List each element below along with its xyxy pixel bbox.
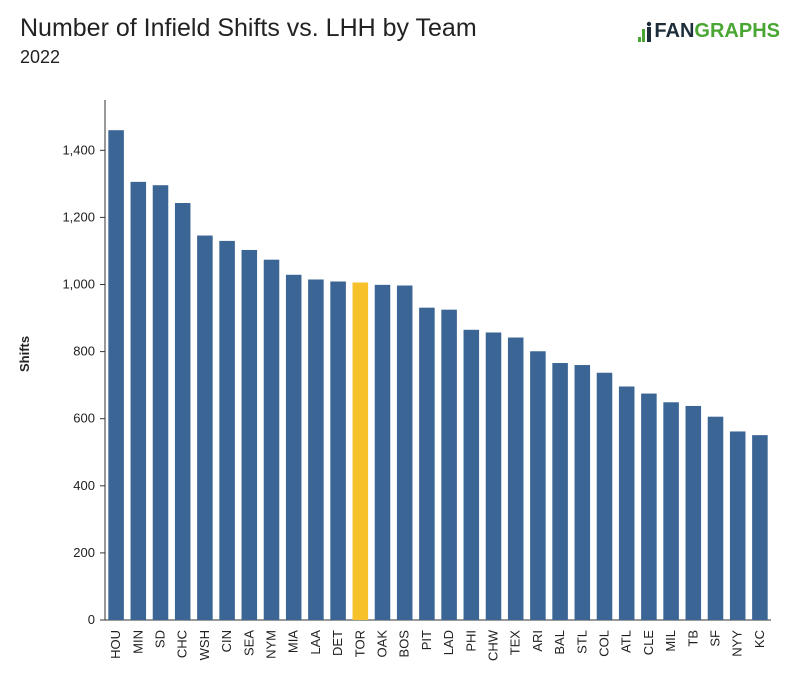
x-tick-label: ARI <box>530 630 545 652</box>
x-tick-label: PHI <box>463 630 478 652</box>
y-tick-label: 1,400 <box>62 142 95 157</box>
bar-tb <box>685 405 702 620</box>
bar-det <box>330 281 346 620</box>
bar-nym <box>263 259 280 620</box>
bar-mil <box>663 402 679 620</box>
x-tick-label: SEA <box>241 630 256 656</box>
x-tick-label: HOU <box>108 630 123 659</box>
bar-tex <box>507 337 524 620</box>
bar-min <box>130 181 147 620</box>
bar-cle <box>641 393 657 620</box>
x-tick-label: SD <box>153 630 168 648</box>
x-tick-label: BAL <box>552 630 567 655</box>
bar-chc <box>174 202 191 621</box>
y-tick-label: 400 <box>73 478 95 493</box>
bar-laa <box>308 279 324 620</box>
bar-phi <box>463 329 480 620</box>
bar-pit <box>419 307 435 620</box>
x-tick-label: TB <box>685 630 700 647</box>
bar-mia <box>285 274 302 620</box>
x-tick-label: MIN <box>130 630 145 654</box>
x-tick-label: CHW <box>486 629 501 661</box>
x-tick-label: TOR <box>352 630 367 657</box>
bar-sd <box>152 185 169 621</box>
y-tick-label: 0 <box>88 612 95 627</box>
x-tick-label: CHC <box>175 630 190 658</box>
x-tick-label: OAK <box>375 630 390 658</box>
x-tick-label: MIA <box>286 630 301 653</box>
x-tick-label: MIL <box>663 630 678 652</box>
y-tick-label: 800 <box>73 344 95 359</box>
y-tick-label: 1,000 <box>62 277 95 292</box>
bar-bal <box>552 363 568 620</box>
bar-wsh <box>197 235 213 621</box>
x-tick-label: PIT <box>419 630 434 650</box>
x-tick-label: BOS <box>397 630 412 658</box>
x-tick-label: LAA <box>308 630 323 655</box>
bar-kc <box>752 435 768 620</box>
bar-stl <box>574 365 591 620</box>
bar-sea <box>241 249 258 620</box>
bar-col <box>596 372 613 620</box>
bar-cin <box>219 240 235 620</box>
y-tick-label: 1,200 <box>62 209 95 224</box>
x-tick-label: ATL <box>619 630 634 653</box>
bar-ari <box>530 351 546 620</box>
logo-text-fan: FAN <box>654 20 695 42</box>
bar-lad <box>441 309 457 620</box>
y-tick-label: 600 <box>73 411 95 426</box>
bar-nyy <box>729 431 746 620</box>
bar-sf <box>707 416 724 620</box>
x-tick-label: CLE <box>641 630 656 656</box>
x-tick-label: DET <box>330 630 345 656</box>
x-tick-label: NYM <box>264 630 279 659</box>
bar-atl <box>618 386 635 620</box>
x-tick-label: SF <box>708 630 723 647</box>
x-tick-label: COL <box>597 630 612 657</box>
fangraphs-logo-icon <box>638 21 652 42</box>
fangraphs-logo: FAN GRAPHS <box>638 20 780 43</box>
x-tick-label: CIN <box>219 630 234 652</box>
y-tick-label: 200 <box>73 545 95 560</box>
x-tick-label: LAD <box>441 630 456 655</box>
bar-oak <box>374 284 391 620</box>
chart-subtitle: 2022 <box>20 47 61 67</box>
bar-tor <box>352 282 369 620</box>
x-tick-label: NYY <box>730 630 745 657</box>
logo-text-graphs: GRAPHS <box>694 20 780 42</box>
x-tick-label: STL <box>574 630 589 654</box>
bar-hou <box>108 130 124 620</box>
x-tick-label: WSH <box>197 630 212 660</box>
bar-chw <box>485 332 502 620</box>
bar-bos <box>396 285 413 620</box>
x-tick-label: KC <box>752 630 767 648</box>
x-tick-label: TEX <box>508 630 523 656</box>
chart-title: Number of Infield Shifts vs. LHH by Team <box>20 14 477 42</box>
